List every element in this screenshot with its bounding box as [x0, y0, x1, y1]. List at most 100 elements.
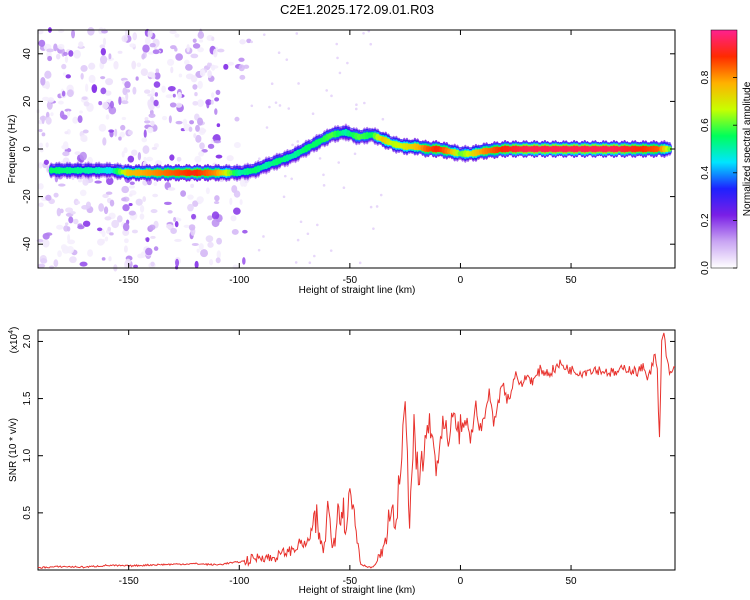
- noise-speckle: [147, 51, 155, 55]
- noise-speckle: [233, 190, 241, 198]
- noise-speckle: [100, 76, 106, 80]
- noise-speckle: [109, 100, 114, 109]
- noise-speckle: [80, 134, 88, 142]
- noise-speckle: [199, 39, 204, 43]
- noise-speckle: [285, 58, 289, 61]
- noise-speckle: [56, 224, 64, 230]
- snr-y-scale: (x104): [8, 327, 20, 354]
- noise-speckle: [125, 258, 131, 265]
- noise-speckle: [198, 151, 205, 157]
- noise-speckle: [322, 173, 325, 177]
- noise-speckle: [238, 57, 245, 62]
- noise-speckle: [106, 177, 114, 186]
- noise-speckle: [170, 66, 174, 74]
- spectrogram-x-axis: -150 -100 -50 0 50: [119, 30, 577, 286]
- noise-speckle: [211, 36, 215, 41]
- noise-speckle: [154, 72, 161, 80]
- noise-speckle: [192, 84, 198, 90]
- noise-speckle: [108, 53, 112, 60]
- noise-speckle: [167, 187, 176, 191]
- noise-speckle: [111, 219, 120, 229]
- noise-speckle: [38, 129, 43, 133]
- noise-speckle: [257, 157, 261, 161]
- noise-speckle: [73, 49, 81, 59]
- noise-speckle: [295, 32, 299, 35]
- noise-speckle: [183, 224, 190, 228]
- noise-speckle: [91, 84, 98, 94]
- noise-speckle: [123, 147, 128, 154]
- noise-speckle: [106, 57, 115, 61]
- svg-text:(x104): (x104): [8, 327, 20, 354]
- noise-speckle: [197, 99, 204, 108]
- noise-speckle: [122, 204, 130, 212]
- noise-speckle: [61, 63, 67, 70]
- noise-speckle: [161, 115, 168, 121]
- noise-speckle: [250, 104, 254, 108]
- noise-speckle: [229, 197, 233, 206]
- noise-speckle: [369, 205, 373, 209]
- noise-speckle: [189, 120, 195, 125]
- noise-speckle: [242, 257, 246, 265]
- noise-speckle: [113, 60, 119, 70]
- noise-speckle: [291, 143, 294, 147]
- noise-speckle: [174, 238, 182, 242]
- noise-speckle: [201, 148, 208, 153]
- noise-speckle: [82, 129, 89, 134]
- noise-speckle: [296, 140, 300, 143]
- noise-speckle: [142, 196, 147, 203]
- noise-speckle: [50, 112, 54, 117]
- noise-speckle: [98, 100, 103, 106]
- noise-speckle: [140, 68, 149, 77]
- noise-speckle: [101, 101, 110, 110]
- noise-speckle: [194, 260, 199, 269]
- noise-speckle: [137, 253, 144, 259]
- noise-speckle: [213, 201, 220, 205]
- noise-speckle: [185, 63, 193, 71]
- noise-speckle: [88, 62, 96, 70]
- noise-speckle: [98, 123, 107, 132]
- noise-speckle: [207, 241, 214, 248]
- noise-speckle: [75, 200, 81, 205]
- snr-series-line: [37, 332, 676, 569]
- spectrogram-x-label: Height of straight line (km): [299, 285, 416, 296]
- noise-speckle: [262, 235, 265, 238]
- noise-speckle: [118, 96, 122, 106]
- noise-speckle: [143, 129, 147, 138]
- noise-speckle: [66, 89, 74, 98]
- ridge-mark: [667, 146, 673, 152]
- noise-speckle: [190, 183, 195, 188]
- noise-speckle: [355, 103, 358, 107]
- noise-speckle: [148, 113, 156, 118]
- noise-speckle: [133, 264, 139, 269]
- noise-speckle: [210, 99, 214, 105]
- noise-speckle: [233, 207, 241, 215]
- noise-speckle: [38, 142, 44, 148]
- noise-speckle: [164, 201, 172, 205]
- noise-speckle: [175, 258, 180, 267]
- noise-speckle: [104, 236, 109, 242]
- noise-speckle: [142, 145, 150, 154]
- noise-speckle: [64, 131, 69, 135]
- noise-speckle: [197, 117, 204, 126]
- noise-speckle: [38, 202, 44, 208]
- noise-speckle: [287, 107, 291, 110]
- snr-x-label: Height of straight line (km): [299, 585, 416, 596]
- noise-speckle: [63, 51, 68, 56]
- noise-speckle: [77, 225, 85, 230]
- noise-speckle: [143, 156, 147, 161]
- noise-speckle: [99, 44, 106, 49]
- noise-speckle: [196, 196, 204, 204]
- noise-speckle: [101, 230, 106, 238]
- noise-speckle: [94, 180, 102, 184]
- noise-speckle: [153, 181, 158, 187]
- noise-speckle: [242, 229, 248, 234]
- noise-speckle: [188, 126, 193, 132]
- noise-speckle: [342, 186, 346, 189]
- noise-speckle: [169, 102, 177, 108]
- noise-speckle: [108, 256, 112, 262]
- noise-speckle: [170, 227, 177, 235]
- noise-speckle: [124, 29, 129, 38]
- noise-speckle: [336, 56, 339, 60]
- noise-speckle: [141, 53, 146, 60]
- noise-speckle: [114, 128, 118, 137]
